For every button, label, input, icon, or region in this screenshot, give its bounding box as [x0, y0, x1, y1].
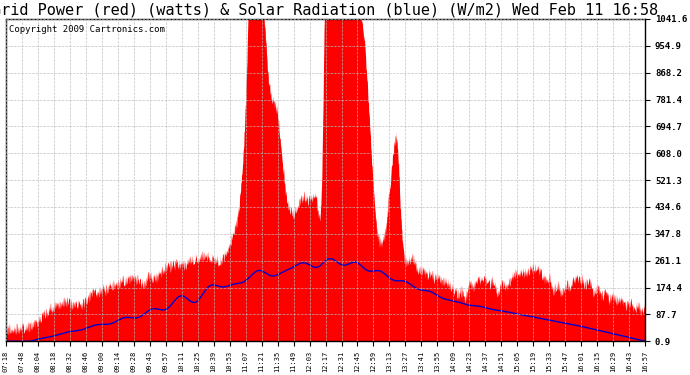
Title: Grid Power (red) (watts) & Solar Radiation (blue) (W/m2) Wed Feb 11 16:58: Grid Power (red) (watts) & Solar Radiati… — [0, 3, 658, 18]
Text: Copyright 2009 Cartronics.com: Copyright 2009 Cartronics.com — [9, 26, 165, 34]
